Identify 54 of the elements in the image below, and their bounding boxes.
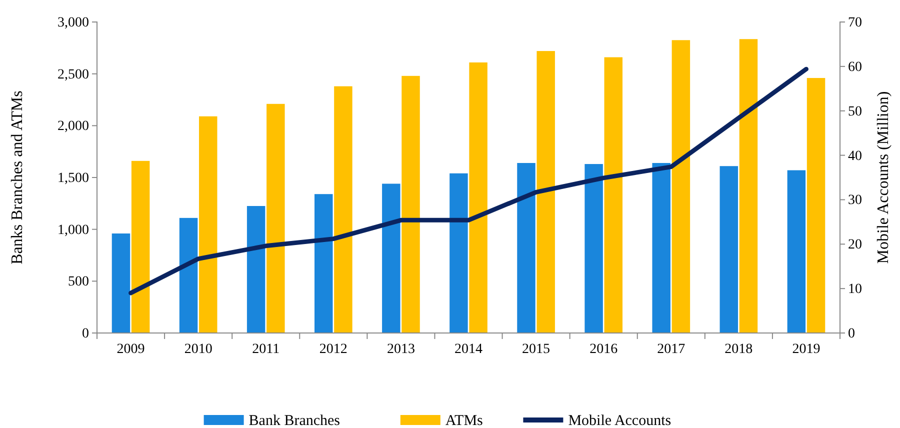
bar [739,39,758,333]
y2-tick-label: 20 [848,238,862,253]
bar [112,233,130,333]
bar [469,62,488,333]
x-tick-label: 2019 [792,342,820,357]
bar [382,184,400,333]
y2-tick-label: 40 [848,148,862,164]
bar [179,218,198,333]
x-tick-label: 2018 [724,342,753,357]
y-tick-label: 500 [68,274,89,290]
bar [806,78,826,333]
x-tick-label: 2014 [454,342,482,357]
y2-tick-label: 50 [848,104,862,120]
y-tick-label: 3,000 [58,15,89,30]
y-tick-label: 0 [82,326,89,342]
bar [517,162,536,333]
bar [198,116,218,333]
bar [246,206,266,333]
bar [672,40,690,333]
bar [584,164,603,333]
bar [652,162,670,333]
y2-axis-title: Mobile Accounts (Million) [875,91,892,264]
bar [131,160,150,333]
y2-tick-label: 10 [848,282,862,298]
legend-label: Bank Branches [248,413,340,428]
bar [787,170,806,333]
y2-tick-label: 70 [848,15,862,30]
legend-label: Mobile Accounts [568,413,672,428]
x-tick-label: 2010 [184,342,212,357]
bar [450,173,468,333]
bar [334,86,352,333]
y2-tick-label: 30 [848,193,862,208]
y2-tick-label: 0 [848,326,855,342]
x-tick-label: 2012 [319,342,348,357]
y-tick-label: 2,000 [58,119,89,134]
y-tick-label: 1,000 [58,222,89,238]
x-tick-label: 2016 [590,342,618,357]
y-tick-label: 2,500 [58,67,89,82]
x-tick-label: 2011 [252,342,280,357]
x-tick-label: 2017 [657,342,686,357]
bar [402,76,420,333]
bar [720,166,738,333]
bar [604,57,623,333]
bar [314,194,333,333]
bar [536,51,555,333]
legend-label: ATMs [445,413,484,428]
line-series [128,66,808,296]
bar [266,104,285,333]
y2-tick-label: 60 [848,60,862,75]
x-tick-label: 2015 [522,342,550,357]
y-tick-label: 1,500 [58,170,89,186]
x-tick-label: 2013 [386,342,415,357]
y-axis-title: Banks Branches and ATMs [9,90,26,264]
x-tick-label: 2009 [116,342,145,357]
